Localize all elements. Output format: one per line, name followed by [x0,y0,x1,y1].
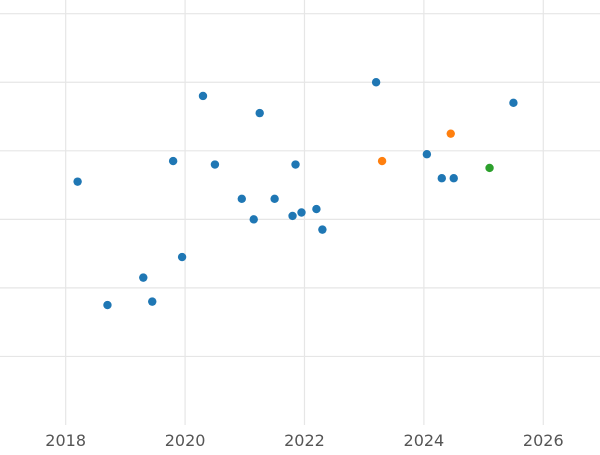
data-point [73,177,82,186]
data-point [255,108,264,118]
x-tick-label: 2026 [523,431,564,450]
data-point [485,163,494,173]
data-point [237,194,246,203]
data-point [168,156,178,166]
data-point [371,78,381,87]
x-tick-label: 2020 [165,431,206,450]
data-point [210,160,220,169]
data-point [449,174,458,183]
data-point [103,300,112,310]
data-point [437,174,446,183]
data-point [249,215,258,224]
x-tick-label: 2024 [404,431,445,450]
data-point [377,156,387,166]
data-point [297,208,306,217]
data-point [198,91,208,101]
x-tick-label: 2022 [284,431,325,450]
data-point [509,98,518,108]
data-point [318,225,327,234]
x-tick-label: 2018 [45,431,86,450]
data-point [288,211,297,221]
data-point [148,297,157,306]
data-point [139,273,148,282]
data-point [291,160,300,169]
data-point [270,194,279,203]
data-points [73,78,518,310]
data-point [312,204,321,214]
data-point [177,252,187,262]
x-axis-ticks: 2018 2020 2022 2024 2026 [45,431,563,450]
data-point [422,150,432,159]
data-point [446,129,455,138]
